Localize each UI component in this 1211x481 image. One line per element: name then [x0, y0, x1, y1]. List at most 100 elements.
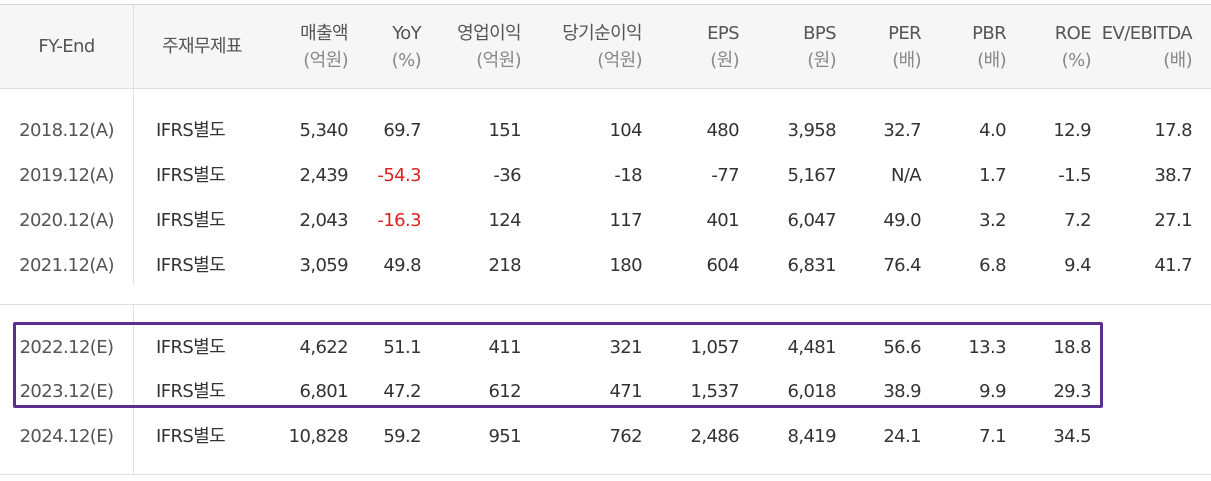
row-basis: IFRS별도 [156, 210, 226, 231]
table-cell: 8,419 [787, 426, 836, 447]
table-cell: 41.7 [1154, 255, 1192, 276]
header-col-unit: (%) [391, 50, 422, 71]
table-cell: 6.8 [979, 255, 1006, 276]
table-cell: 471 [609, 381, 642, 402]
header-col-label: YoY [392, 23, 421, 44]
header-col-unit: (억원) [476, 50, 521, 71]
table-cell: 5,340 [299, 120, 348, 141]
table-cell: 9.4 [1064, 255, 1091, 276]
table-bottom-border [0, 474, 1211, 475]
header-col-unit: (배) [892, 50, 921, 71]
table-cell: 12.9 [1053, 120, 1091, 141]
table-cell: 321 [609, 337, 642, 358]
header-col-label: 당기순이익 [562, 23, 642, 44]
row-fy-end: 2020.12(A) [19, 210, 114, 231]
section-divider [0, 304, 1211, 305]
table-cell: 2,486 [690, 426, 739, 447]
table-cell: 56.6 [883, 337, 921, 358]
row-basis: IFRS별도 [156, 426, 226, 447]
row-fy-end: 2018.12(A) [19, 120, 114, 141]
header-col-unit: (억원) [303, 50, 348, 71]
row-basis: IFRS별도 [156, 381, 226, 402]
header-col-label: 매출액 [300, 23, 348, 44]
table-cell: 29.3 [1053, 381, 1091, 402]
table-cell: 2,439 [299, 165, 348, 186]
table-cell: -16.3 [377, 210, 421, 231]
table-cell: 24.1 [883, 426, 921, 447]
table-cell: -18 [614, 165, 642, 186]
header-col-unit: (배) [977, 50, 1006, 71]
table-cell: 7.2 [1064, 210, 1091, 231]
table-cell: 3,059 [299, 255, 348, 276]
row-basis: IFRS별도 [156, 165, 226, 186]
header-col-label: PBR [972, 23, 1007, 44]
table-cell: 951 [488, 426, 521, 447]
header-bottom-border [0, 88, 1211, 89]
row-fy-end: 2019.12(A) [19, 165, 114, 186]
row-fy-end: 2024.12(E) [19, 426, 114, 447]
table-cell: 4.0 [979, 120, 1006, 141]
table-cell: 18.8 [1053, 337, 1091, 358]
table-cell: 1,537 [690, 381, 739, 402]
table-cell: -54.3 [377, 165, 421, 186]
table-cell: 9.9 [979, 381, 1006, 402]
estimate-column-divider [133, 305, 134, 474]
table-cell: -36 [493, 165, 521, 186]
table-cell: 604 [706, 255, 739, 276]
table-cell: 3,958 [787, 120, 836, 141]
table-cell: -1.5 [1058, 165, 1091, 186]
table-cell: -77 [711, 165, 739, 186]
table-cell: 180 [609, 255, 642, 276]
table-cell: 49.8 [383, 255, 421, 276]
header-col-label: ROE [1054, 23, 1092, 44]
table-cell: 69.7 [383, 120, 421, 141]
header-col-unit: (원) [807, 50, 836, 71]
table-cell: 51.1 [383, 337, 421, 358]
header-col-unit: (원) [710, 50, 739, 71]
header-col-unit: (%) [1061, 50, 1092, 71]
table-cell: 38.9 [883, 381, 921, 402]
estimate-highlight-box [13, 322, 1103, 408]
table-cell: 49.0 [883, 210, 921, 231]
table-cell: 4,622 [299, 337, 348, 358]
table-cell: 10,828 [288, 426, 349, 447]
table-cell: 612 [488, 381, 521, 402]
header-column-divider [133, 5, 134, 88]
header-fy-end: FY-End [38, 36, 95, 57]
table-cell: 59.2 [383, 426, 421, 447]
table-cell: N/A [890, 165, 922, 186]
table-cell: 104 [609, 120, 642, 141]
header-col-label: EV/EBITDA [1101, 23, 1193, 44]
table-cell: 480 [706, 120, 739, 141]
header-col-label: PER [888, 23, 922, 44]
header-col-label: EPS [707, 23, 739, 44]
table-cell: 34.5 [1053, 426, 1091, 447]
table-cell: 218 [488, 255, 521, 276]
table-cell: 13.3 [968, 337, 1006, 358]
table-cell: 3.2 [979, 210, 1006, 231]
table-cell: 32.7 [883, 120, 921, 141]
table-cell: 4,481 [787, 337, 836, 358]
header-col-label: BPS [803, 23, 836, 44]
table-cell: 401 [706, 210, 739, 231]
table-cell: 1,057 [690, 337, 739, 358]
table-cell: 117 [609, 210, 642, 231]
table-cell: 6,047 [787, 210, 836, 231]
table-cell: 7.1 [979, 426, 1006, 447]
header-col-unit: (배) [1163, 50, 1192, 71]
table-cell: 411 [488, 337, 521, 358]
row-fy-end: 2022.12(E) [19, 337, 114, 358]
table-cell: 6,831 [787, 255, 836, 276]
table-cell: 76.4 [883, 255, 921, 276]
row-fy-end: 2023.12(E) [19, 381, 114, 402]
table-cell: 2,043 [299, 210, 348, 231]
table-cell: 38.7 [1154, 165, 1192, 186]
table-cell: 6,801 [299, 381, 348, 402]
table-cell: 124 [488, 210, 521, 231]
row-basis: IFRS별도 [156, 337, 226, 358]
row-basis: IFRS별도 [156, 255, 226, 276]
actual-column-divider [133, 89, 134, 285]
table-cell: 27.1 [1154, 210, 1192, 231]
header-col-label: 영업이익 [457, 23, 521, 44]
